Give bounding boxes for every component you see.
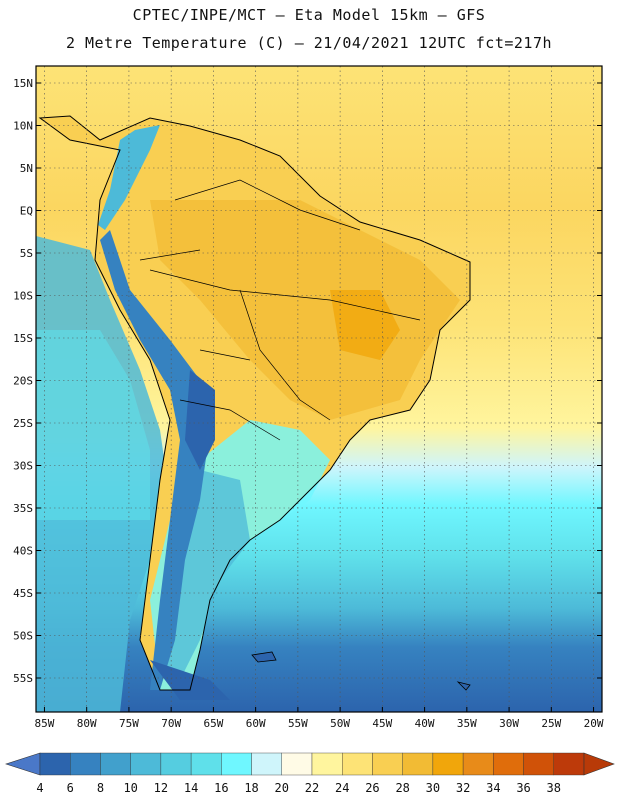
northern-andes-field (98, 125, 160, 230)
colorbar-label: 28 (395, 781, 409, 795)
lon-tick-label: 75W (119, 717, 139, 730)
colorbar-label: 16 (214, 781, 228, 795)
lon-tick-label: 60W (246, 717, 266, 730)
colorbar-label: 38 (547, 781, 561, 795)
colorbar-swatch (432, 752, 464, 776)
colorbar-swatch (221, 752, 252, 776)
lat-tick-label: 30S (13, 460, 33, 473)
lat-tick-label: 20S (13, 375, 33, 388)
colorbar-swatch (160, 752, 192, 776)
lat-tick-label: 45S (13, 587, 33, 600)
map-border (35, 65, 603, 713)
map-title-line-2: 2 Metre Temperature (C) – 21/04/2021 12U… (65, 34, 553, 52)
colorbar-swatch (372, 752, 403, 776)
colorbar-over-arrow (583, 752, 615, 776)
lat-tick-label: EQ (20, 205, 33, 218)
lat-tick-label: 55S (13, 672, 33, 685)
colorbar-label: 30 (426, 781, 440, 795)
colorbar-under-arrow (5, 752, 41, 776)
colorbar-swatch (311, 752, 343, 776)
lon-tick-label: 85W (35, 717, 55, 730)
lon-tick-label: 65W (203, 717, 223, 730)
coastline (38, 115, 471, 691)
colorbar-swatch (100, 752, 131, 776)
colorbar-swatch (39, 752, 71, 776)
colorbar-label: 18 (244, 781, 258, 795)
colorbar-label: 34 (486, 781, 500, 795)
lat-tick-label: 50S (13, 630, 33, 643)
colorbar-swatch (523, 752, 554, 776)
colorbar-label: 26 (365, 781, 379, 795)
colorbar-swatch (251, 752, 282, 776)
colorbar-label: 24 (335, 781, 349, 795)
colorbar-swatch (281, 752, 313, 776)
islands (251, 651, 471, 691)
colorbar-swatch (130, 752, 162, 776)
colorbar-swatch (402, 752, 434, 776)
lat-tick-label: 10S (13, 290, 33, 303)
colorbar-label: 12 (154, 781, 168, 795)
lon-tick-label: 30W (499, 717, 519, 730)
hot-spot-field (330, 290, 400, 360)
colorbar-swatch (70, 752, 101, 776)
colorbar-swatch (553, 752, 585, 776)
colorbar-swatch (342, 752, 373, 776)
country-borders (139, 179, 421, 441)
latitude-ticks: 15N 10N 5N EQ 5S 10S 15S 20S 25S 30S 35S 40S 45S 50S 5… (13, 77, 602, 685)
colorbar-label: 10 (123, 781, 137, 795)
tierra-del-fuego-field (150, 660, 230, 700)
lon-tick-label: 55W (288, 717, 308, 730)
colorbar-swatch (462, 752, 494, 776)
lon-tick-label: 35W (457, 717, 477, 730)
map-title-line-1: CPTEC/INPE/MCT – Eta Model 15km – GFS (132, 6, 486, 24)
lat-tick-label: 40S (13, 545, 33, 558)
lon-tick-label: 25W (541, 717, 561, 730)
colorbar-label: 22 (305, 781, 319, 795)
altiplano-cold-field (185, 370, 215, 470)
pacific-mid-field (36, 330, 150, 520)
lat-tick-label: 15S (13, 332, 33, 345)
lon-tick-label: 20W (584, 717, 604, 730)
lon-tick-label: 80W (77, 717, 97, 730)
lat-tick-label: 10N (13, 120, 33, 133)
colorbar-label: 36 (516, 781, 530, 795)
lat-tick-label: 5S (20, 247, 33, 260)
longitude-ticks: 85W 80W 75W 70W 65W 60W 55W 50W 45W 40W 35W 30W 25W 2… (35, 707, 604, 730)
lon-tick-label: 70W (161, 717, 181, 730)
lat-tick-label: 15N (13, 77, 33, 90)
map-frame (36, 66, 602, 712)
lon-tick-label: 45W (372, 717, 392, 730)
lon-tick-label: 40W (415, 717, 435, 730)
colorbar-label: 8 (97, 781, 104, 795)
andes-cold-ridge (100, 230, 210, 690)
lat-tick-label: 25S (13, 417, 33, 430)
colorbar-label: 4 (36, 781, 43, 795)
lon-tick-label: 50W (330, 717, 350, 730)
colorbar: 4 6 8 10 12 14 16 18 20 22 24 26 28 30 32 34 36 38 (5, 752, 615, 795)
lat-tick-label: 5N (20, 162, 33, 175)
colorbar-label: 20 (275, 781, 289, 795)
colorbar-swatch (493, 752, 524, 776)
lat-tick-label: 35S (13, 502, 33, 515)
colorbar-label: 14 (184, 781, 198, 795)
colorbar-swatch (190, 752, 222, 776)
colorbar-label: 6 (67, 781, 74, 795)
colorbar-label: 32 (456, 781, 470, 795)
